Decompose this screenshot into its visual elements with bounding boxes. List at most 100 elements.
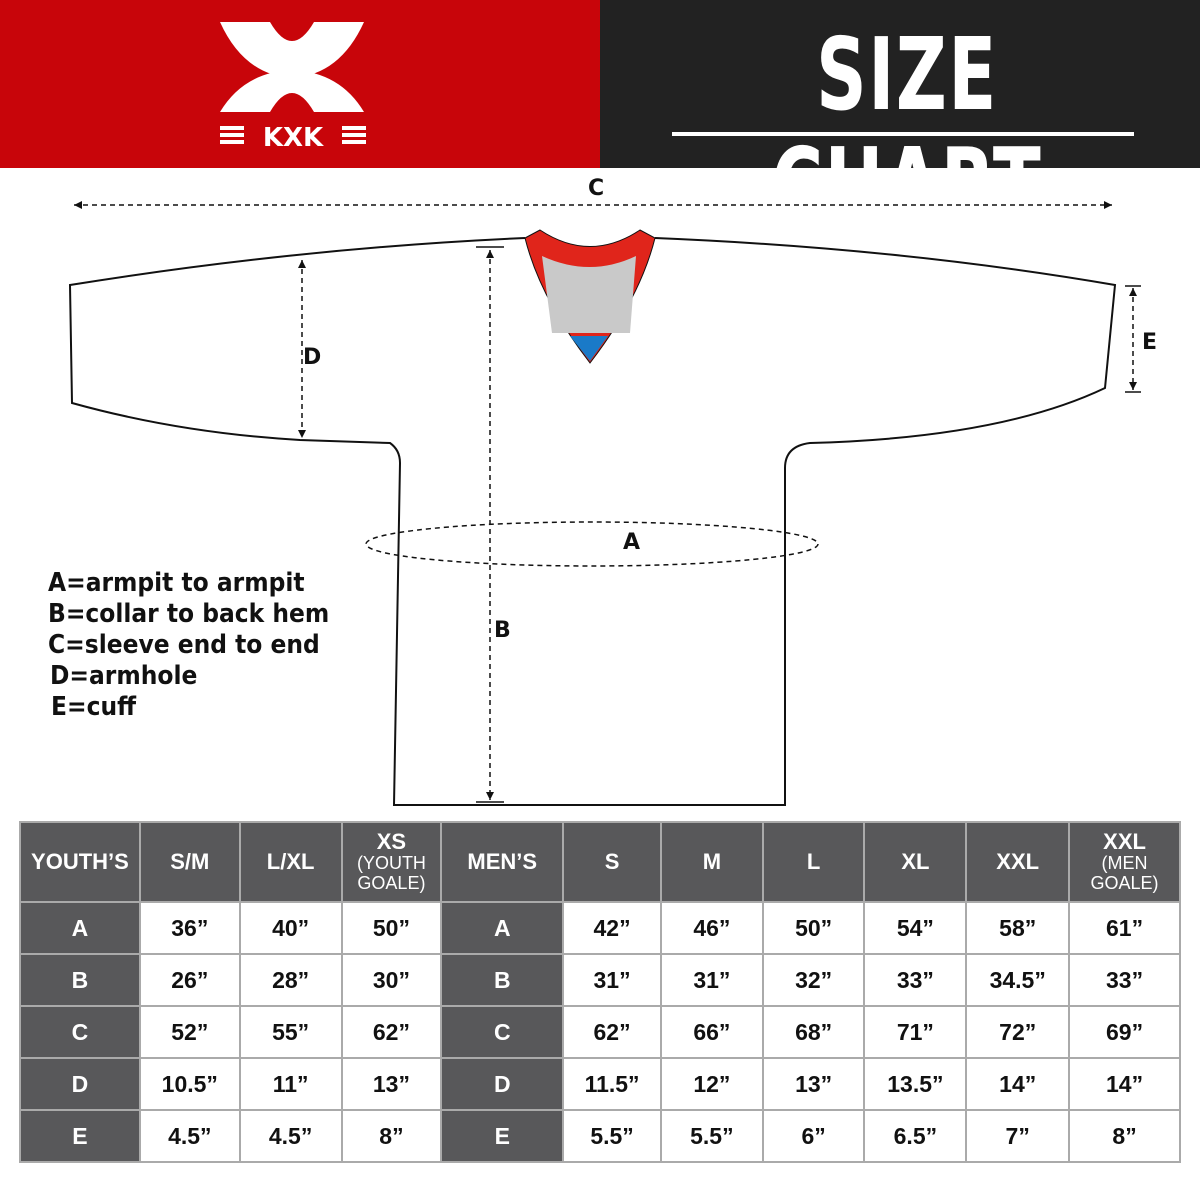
table-row: D 10.5” 11” 13” D 11.5” 12” 13” 13.5” 14” 14” [19,1057,1181,1111]
row-label: C [440,1005,565,1059]
legend-item: E=cuff [51,692,137,722]
header-main: S/M [170,849,210,874]
table-cell: 30” [340,953,443,1007]
table-cell: 66” [659,1005,764,1059]
label-c: C [588,176,605,201]
table-row: B 26” 28” 30” B 31” 31” 32” 33” 34.5” 33” [19,953,1181,1007]
column-header: XXL [965,821,1071,903]
table-cell: 55” [238,1005,343,1059]
header-main: S [604,849,620,874]
row-label: E [19,1109,141,1163]
table-cell: 32” [761,953,866,1007]
column-header: L/XL [238,821,343,903]
row-label: A [19,901,141,955]
table-cell: 13.5” [863,1057,968,1111]
table-cell: 12” [659,1057,764,1111]
table-cell: 42” [562,901,662,955]
table-cell: 50” [340,901,443,955]
table-cell: 72” [965,1005,1071,1059]
table-cell: 11” [238,1057,343,1111]
table-cell: 13” [761,1057,866,1111]
table-cell: 8” [340,1109,443,1163]
legend-item: D=armhole [50,661,198,691]
table-cell: 71” [863,1005,968,1059]
jersey-outline [68,237,1117,806]
header-main: L/XL [266,849,315,874]
table-cell: 31” [659,953,764,1007]
measurement-legend: A=armpit to armpit B=collar to back hem … [48,568,329,723]
table-cell: 33” [1068,953,1181,1007]
table-row: C 52” 55” 62” C 62” 66” 68” 71” 72” 69” [19,1005,1181,1059]
size-table: YOUTH’S S/M L/XL XS (YOUTH GOALE) MEN’S S M L XL X… [19,821,1181,1163]
column-header: L [761,821,866,903]
header-main: XS [376,829,407,854]
header-main: XXL [1103,829,1146,854]
legend-item: B=collar to back hem [48,599,330,629]
row-label: E [440,1109,565,1163]
table-row: A 36” 40” 50” A 42” 46” 50” 54” 58” 61” [19,901,1181,955]
jersey-diagram [68,201,1141,806]
column-header: XS (YOUTH GOALE) [340,821,443,903]
column-header: S [562,821,662,903]
row-label: C [19,1005,141,1059]
header-main: M [702,849,722,874]
header-main: XL [901,849,930,874]
table-cell: 62” [340,1005,443,1059]
table-cell: 5.5” [562,1109,662,1163]
table-cell: 31” [562,953,662,1007]
kxk-logo: KXK [220,22,366,153]
table-cell: 10.5” [138,1057,241,1111]
table-cell: 14” [1068,1057,1181,1111]
table-cell: 28” [238,953,343,1007]
row-label: B [19,953,141,1007]
brand-banner: KXK [0,0,600,168]
column-header: M [659,821,764,903]
row-label: D [440,1057,565,1111]
column-header: XL [863,821,968,903]
table-cell: 69” [1068,1005,1181,1059]
header-sub: (MEN GOALE) [1090,853,1159,893]
table-cell: 6.5” [863,1109,968,1163]
table-cell: 33” [863,953,968,1007]
table-header-row: YOUTH’S S/M L/XL XS (YOUTH GOALE) MEN’S S M L XL X… [19,821,1181,903]
table-cell: 7” [965,1109,1071,1163]
header-main: XXL [996,849,1040,874]
table-cell: 36” [138,901,241,955]
column-header: MEN’S [440,821,565,903]
row-label: B [440,953,565,1007]
table-cell: 50” [761,901,866,955]
title-banner [600,0,1200,168]
title-underline [672,132,1134,136]
table-cell: 8” [1068,1109,1181,1163]
table-cell: 61” [1068,901,1181,955]
table-row: E 4.5” 4.5” 8” E 5.5” 5.5” 6” 6.5” 7” 8” [19,1109,1181,1163]
column-header: S/M [138,821,241,903]
row-label: A [440,901,565,955]
table-cell: 46” [659,901,764,955]
logo-text: KXK [263,123,324,153]
column-header: XXL (MEN GOALE) [1068,821,1181,903]
legend-item: C=sleeve end to end [48,630,320,660]
table-cell: 54” [863,901,968,955]
header-main: L [806,849,821,874]
legend-item: A=armpit to armpit [48,568,305,598]
table-cell: 4.5” [238,1109,343,1163]
column-header: YOUTH’S [19,821,141,903]
table-cell: 5.5” [659,1109,764,1163]
table-cell: 62” [562,1005,662,1059]
header-sub: (YOUTH GOALE) [356,853,426,893]
label-d: D [303,345,322,370]
row-label: D [19,1057,141,1111]
table-cell: 13” [340,1057,443,1111]
table-cell: 52” [138,1005,241,1059]
table-cell: 6” [761,1109,866,1163]
table-cell: 26” [138,953,241,1007]
page-title: SIZE CHART [771,16,1043,243]
label-a: A [623,530,641,555]
header-main: YOUTH’S [31,849,129,874]
label-e: E [1142,330,1158,355]
table-cell: 58” [965,901,1071,955]
table-cell: 40” [238,901,343,955]
table-cell: 68” [761,1005,866,1059]
label-b: B [494,618,511,643]
